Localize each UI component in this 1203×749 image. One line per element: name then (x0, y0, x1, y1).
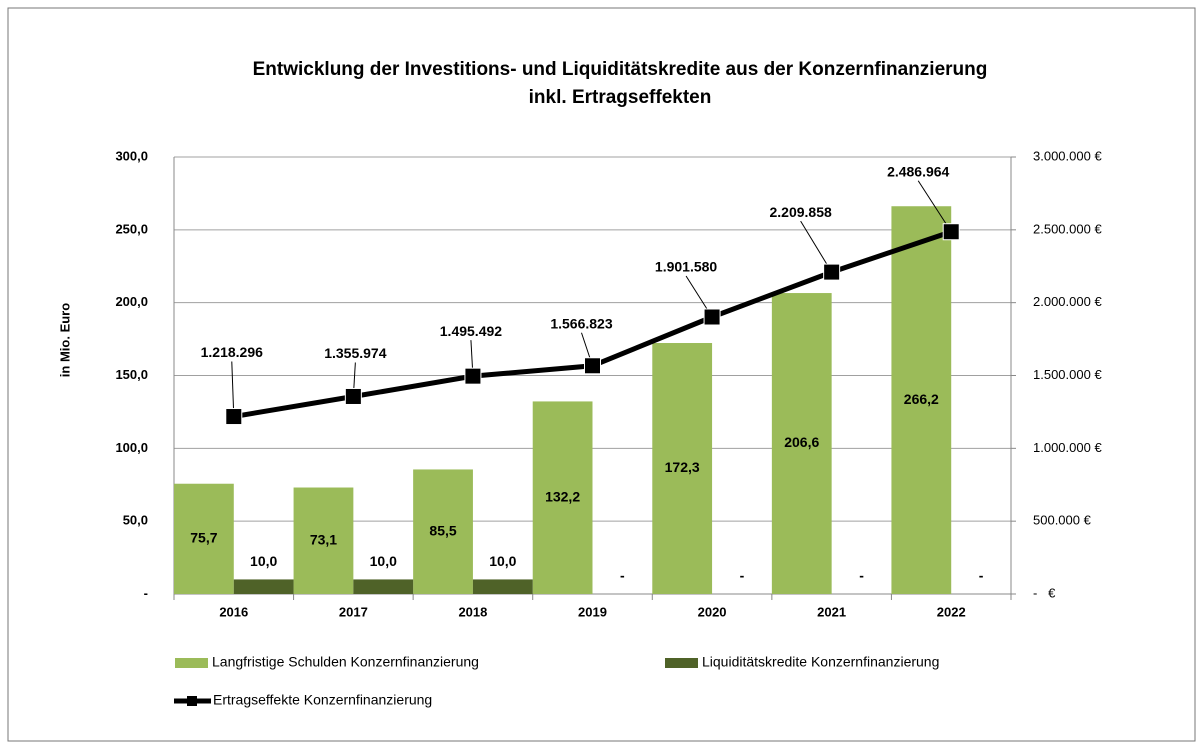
line-label: 1.355.974 (324, 345, 386, 361)
y2-tick-label: 2.000.000 € (1033, 294, 1102, 309)
y-tick-label: 200,0 (115, 294, 148, 309)
y-tick-label: - (144, 585, 148, 600)
y2-tick-label: 1.500.000 € (1033, 367, 1102, 382)
line-label: 1.566.823 (550, 315, 612, 331)
bar-label: 10,0 (250, 553, 277, 569)
y-tick-label: 100,0 (115, 440, 148, 455)
y-tick-label: 250,0 (115, 221, 148, 236)
y-tick-label: 300,0 (115, 148, 148, 163)
bar-label: 206,6 (784, 434, 819, 450)
chart-title: inkl. Ertragseffekten (529, 87, 712, 108)
bar (652, 343, 713, 594)
y-axis-label: in Mio. Euro (57, 303, 72, 377)
legend-swatch (187, 696, 197, 706)
y2-tick-label: 1.000.000 € (1033, 440, 1102, 455)
line-label: 2.486.964 (887, 163, 949, 179)
x-tick-label: 2017 (339, 604, 368, 619)
bar (472, 579, 533, 594)
bar-label: 266,2 (904, 391, 939, 407)
frame (7, 7, 1196, 742)
bar-label: 85,5 (429, 522, 456, 538)
line-label: 1.495.492 (440, 323, 502, 339)
line-label: 2.209.858 (769, 204, 831, 220)
legend-label: Liquiditätskredite Konzernfinanzierung (702, 654, 939, 670)
bar-label: 132,2 (545, 488, 580, 504)
bar (532, 401, 593, 594)
marker (942, 223, 960, 241)
bar (891, 206, 952, 594)
bar-label: 10,0 (489, 553, 516, 569)
bar (353, 579, 414, 594)
y2-tick-label: 2.500.000 € (1033, 221, 1102, 236)
marker (584, 357, 601, 375)
bar-label: - (620, 568, 625, 584)
bar-label: - (859, 568, 864, 584)
x-tick-label: 2018 (458, 604, 487, 619)
bar (293, 487, 354, 594)
x-tick-label: 2019 (578, 604, 607, 619)
y2-tick-label: 500.000 € (1033, 513, 1092, 528)
bar-label: 172,3 (665, 459, 700, 475)
legend-swatch (175, 658, 208, 668)
chart-title: Entwicklung der Investitions- und Liquid… (253, 59, 988, 80)
bar-label: 10,0 (370, 553, 397, 569)
x-tick-label: 2022 (937, 604, 966, 619)
bar-label: 73,1 (310, 531, 337, 547)
bar (233, 579, 294, 594)
x-tick-label: 2016 (219, 604, 248, 619)
x-tick-label: 2020 (698, 604, 727, 619)
bar-label: - (740, 568, 745, 584)
bar (413, 469, 473, 594)
bar-label: 75,7 (190, 530, 217, 546)
legend-label: Ertragseffekte Konzernfinanzierung (213, 692, 432, 708)
y-tick-label: 50,0 (123, 513, 148, 528)
line-label: 1.901.580 (655, 259, 717, 275)
marker (225, 408, 243, 426)
marker (464, 367, 482, 385)
legend-label: Langfristige Schulden Konzernfinanzierun… (212, 654, 479, 670)
leader-line (231, 361, 235, 417)
x-tick-label: 2021 (817, 604, 846, 619)
marker (823, 263, 841, 281)
y2-tick-label: - € (1033, 585, 1056, 600)
line-label: 1.218.296 (201, 344, 263, 360)
bar (174, 483, 234, 594)
marker (344, 387, 362, 405)
bar-label: - (979, 568, 984, 584)
y-tick-label: 150,0 (115, 367, 148, 382)
bar (771, 293, 832, 594)
legend-swatch (665, 658, 698, 668)
y2-tick-label: 3.000.000 € (1033, 148, 1102, 163)
marker (703, 308, 721, 326)
